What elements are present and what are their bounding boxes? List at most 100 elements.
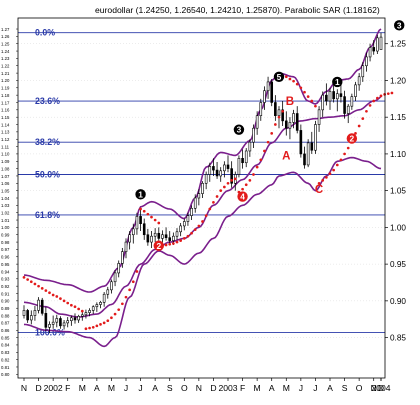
left-axis-tick-label: 0.83 (1, 350, 10, 355)
candle-body (91, 306, 95, 311)
candle-body (73, 317, 77, 321)
x-axis-tick-label: N (196, 383, 202, 393)
left-axis-tick-label: 0.81 (1, 365, 10, 370)
sar-dot (44, 289, 48, 292)
candle-body (310, 142, 314, 151)
x-axis-tick-label: J (124, 383, 128, 393)
candle-body (306, 142, 310, 166)
right-axis-tick-label: 0.95 (390, 260, 406, 269)
left-axis-tick-label: 1.23 (1, 56, 10, 61)
x-axis-tick-label: A (152, 383, 158, 393)
sar-dot (266, 140, 270, 144)
candle-body (193, 197, 197, 209)
left-axis-tick-label: 1.25 (1, 42, 10, 47)
sar-dot (241, 187, 244, 191)
left-axis-tick-label: 1.03 (1, 203, 10, 208)
wave-marker-label: 1 (138, 189, 143, 199)
candle-body (215, 169, 219, 177)
left-axis-tick-label: 1.00 (1, 225, 10, 230)
wave-marker (273, 71, 285, 82)
candle-body (255, 115, 259, 129)
chart-title: eurodollar (1.24250, 1.26540, 1.24210, 1… (95, 5, 380, 15)
sar-dot (113, 312, 117, 316)
right-axis-tick-label: 0.90 (390, 297, 406, 306)
wave-annotations: 1 3 5 1 3 2 4 2 B A C (135, 20, 405, 251)
left-axis-tick-label: 0.98 (1, 240, 10, 245)
candle-body (303, 153, 306, 166)
left-axis-tick-label: 1.07 (1, 174, 10, 179)
x-axis-tick-label: M (79, 383, 86, 393)
sar-dot (263, 149, 266, 153)
left-axis-tick-label: 1.02 (1, 210, 10, 215)
sar-dot (284, 75, 288, 79)
candle-body (368, 47, 372, 58)
candle-body (110, 281, 113, 291)
left-axis-tick-label: 1.08 (1, 166, 10, 171)
sar-dot (343, 152, 346, 156)
x-axis-tick-label: M (108, 383, 115, 393)
left-axis-tick-label: 1.26 (1, 34, 10, 39)
candle-body (33, 310, 37, 316)
sar-dot (186, 234, 190, 238)
candle-body (295, 113, 299, 131)
sar-dot (164, 243, 168, 247)
sar-dot (335, 163, 339, 167)
left-axis-tick-label: 0.90 (1, 299, 10, 304)
right-axis-tick-label: 1.05 (390, 187, 406, 196)
fib-level-label: 23.6% (35, 96, 60, 106)
sar-dot (142, 209, 146, 213)
x-axis-tick-label: J (299, 383, 303, 393)
sar-dot (106, 319, 110, 323)
sar-dot (212, 201, 215, 204)
left-axis-tick-label: 1.17 (1, 100, 10, 105)
sar-dot (376, 96, 379, 100)
sar-dot (131, 280, 135, 284)
candle-body (70, 317, 73, 321)
sar-dot (168, 242, 172, 246)
wave-marker (332, 76, 343, 88)
wave-marker-label: 5 (277, 72, 282, 82)
candle-body (124, 241, 128, 252)
band-lower-line (23, 156, 382, 348)
x-axis-tick-label: A (94, 383, 100, 393)
candle-body (281, 109, 284, 122)
candle-body (179, 225, 182, 233)
left-axis-tick-label: 0.82 (1, 357, 10, 362)
left-axis-tick-label: 0.88 (1, 313, 10, 318)
candle-body (175, 231, 179, 237)
candle-body (299, 130, 303, 155)
left-axis-tick-label: 1.04 (1, 196, 10, 201)
x-axis-tick-label: O (181, 383, 188, 393)
sar-dot (208, 207, 212, 211)
candle-body (212, 166, 215, 171)
sar-dot (281, 109, 284, 113)
wave-letter-label: B (286, 96, 294, 108)
candle-body (350, 96, 354, 107)
sar-dot (306, 95, 310, 98)
x-axis-tick-label: D (35, 383, 41, 393)
candle-body (208, 166, 212, 175)
sar-dot (346, 146, 350, 150)
candle-body (259, 102, 263, 117)
candle-body (357, 76, 361, 86)
candle-body (77, 315, 80, 321)
candle-body (26, 310, 29, 321)
left-axis-tick-label: 1.11 (1, 144, 10, 149)
candle-body (62, 322, 66, 327)
candle-body (37, 299, 40, 311)
sar-dot (139, 207, 142, 211)
x-axis-tick-label: S (342, 383, 348, 393)
candle-body (343, 96, 346, 114)
candle-body (248, 141, 252, 152)
sar-dot (244, 183, 248, 187)
sar-dot (70, 303, 73, 307)
candle-body (102, 293, 106, 303)
sar-dot (172, 242, 175, 245)
candle-body (252, 127, 255, 143)
candle-body (164, 234, 168, 238)
candle-body (84, 312, 88, 316)
candle-body (22, 310, 26, 316)
sar-dot (314, 104, 317, 108)
sar-dot (153, 218, 157, 222)
candle-body (106, 289, 110, 295)
